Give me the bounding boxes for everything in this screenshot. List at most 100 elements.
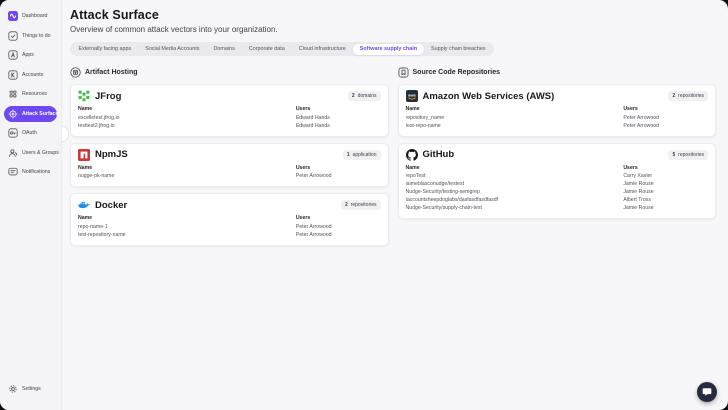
count-badge: 2 repositories <box>668 91 708 101</box>
row-name: repository_name <box>405 114 445 121</box>
column-header: Source Code Repositories <box>398 67 717 78</box>
column-title: Artifact Hosting <box>85 69 138 76</box>
row-name: Nudge-Security/testing-semgrep <box>405 189 480 196</box>
table-row: test-repository-name Peter Arrowood <box>78 231 381 239</box>
tab-cloud-infrastructure[interactable]: Cloud infrastructure <box>298 46 346 52</box>
row-user: Jamie Rouse <box>623 181 654 188</box>
github-icon <box>405 148 418 161</box>
vendor-name: NpmJS <box>95 149 128 161</box>
jfrog-icon <box>78 90 90 102</box>
oauth-icon <box>8 128 18 138</box>
svg-text:aws: aws <box>408 92 416 97</box>
name-column-header: Name <box>405 164 420 171</box>
card-table: Name Users repoTest Carry Xavier jaimebl… <box>406 165 709 213</box>
tab-corporate-data[interactable]: Corporate data <box>248 46 285 52</box>
row-user: Peter Arrowood <box>295 173 332 180</box>
users-column-header: Users <box>295 215 311 222</box>
tab-externally-facing-apps[interactable]: Externally facing apps <box>78 46 132 52</box>
vendor-name: Docker <box>95 199 128 211</box>
table-row: repoTest Carry Xavier <box>406 172 709 180</box>
sidebar-item-settings[interactable]: Settings <box>4 381 57 397</box>
card-list: JFrog 2 domains Name Users excelletest.j… <box>70 84 389 246</box>
users-column-header: Users <box>623 164 638 171</box>
aws-icon: aws <box>405 90 418 102</box>
card-table: Name Users repository_name Peter Arrowoo… <box>406 106 709 130</box>
card-header: JFrog 2 domains <box>78 90 381 102</box>
card-amazon-web-services-aws[interactable]: aws Amazon Web Services (AWS) 2 reposito… <box>397 84 716 137</box>
name-column-header: Name <box>78 215 93 222</box>
card-header: GitHub 5 repositories <box>405 148 708 161</box>
row-name: testtest2.jfrog.io <box>78 122 115 129</box>
table-row: Nudge-Security/testing-semgrep Jamie Rou… <box>406 188 709 196</box>
name-column-header: Name <box>405 106 420 112</box>
row-name: taccountsheepdoglabs/dasfasdfasdfasdf <box>405 197 499 204</box>
main-content: Attack Surface Overview of common attack… <box>62 0 728 410</box>
sidebar-nav: Dashboard Things to do Apps Accounts Res… <box>4 8 59 184</box>
docker-icon <box>78 199 90 211</box>
sidebar-footer: Settings <box>4 381 57 401</box>
sidebar-item-notifications[interactable]: Notifications <box>4 164 57 180</box>
table-row: repository_name Peter Arrowood <box>406 114 709 122</box>
card-table: Name Users excelletest.jfrog.io Edward H… <box>78 106 381 130</box>
table-row: jaimeblasconudge/testest Jamie Rouse <box>406 180 709 188</box>
table-row: taccountsheepdoglabs/dasfasdfasdfasdf Al… <box>406 196 709 204</box>
sidebar-item-users-groups[interactable]: Users & Groups <box>4 145 59 161</box>
card-npmjs[interactable]: NpmJS 1 application Name Users nugge-pk-… <box>70 142 389 188</box>
sidebar-item-dashboard[interactable]: Dashboard <box>4 8 57 24</box>
chat-bubble-icon <box>702 387 712 397</box>
sidebar-item-things-to-do[interactable]: Things to do <box>4 28 57 44</box>
tab-social-media-accounts[interactable]: Social Media Accounts <box>145 46 200 52</box>
tab-supply-chain-breaches[interactable]: Supply chain breaches <box>431 46 486 52</box>
users-column-header: Users <box>295 164 311 171</box>
sidebar-item-oauth[interactable]: OAuth <box>4 125 57 141</box>
row-user: Jamie Rouse <box>623 205 654 212</box>
row-user: Peter Arrowood <box>623 114 660 121</box>
source-code-repositories-icon <box>398 67 409 78</box>
table-header-row: Name Users <box>78 106 381 114</box>
row-user: Albert Tross <box>623 197 651 204</box>
row-user: Carry Xavier <box>623 173 653 180</box>
nudge-logo-icon <box>8 11 18 21</box>
sidebar-item-apps[interactable]: Apps <box>4 47 57 63</box>
row-name: test-repo-name <box>405 122 441 129</box>
count-badge: 5 repositories <box>668 149 708 160</box>
artifact-hosting-icon <box>70 67 81 78</box>
name-column-header: Name <box>78 106 93 112</box>
table-header-row: Name Users <box>406 165 709 173</box>
resources-icon <box>8 89 18 99</box>
chat-launcher-button[interactable] <box>697 382 717 402</box>
card-header: aws Amazon Web Services (AWS) 2 reposito… <box>405 90 708 102</box>
vendor-name: Amazon Web Services (AWS) <box>422 90 555 102</box>
row-user: Jamie Rouse <box>623 189 654 196</box>
column-title: Source Code Repositories <box>412 69 501 76</box>
sidebar-item-accounts[interactable]: Accounts <box>4 67 57 83</box>
card-header: Docker 2 repositories <box>78 199 381 211</box>
table-row: Nudge-Security/supply-chain-test Jamie R… <box>406 204 709 212</box>
npm-icon <box>78 148 90 161</box>
tab-domains[interactable]: Domains <box>213 46 235 52</box>
row-user: Edward Hands <box>295 122 330 129</box>
row-name: nugge-pk-name <box>78 173 115 180</box>
column-header: Artifact Hosting <box>70 67 389 78</box>
tab-bar: Externally facing apps Social Media Accou… <box>70 42 495 56</box>
column-artifact-hosting: Artifact Hosting JFrog 2 domains Name Us… <box>70 67 389 246</box>
sidebar-item-attack-surface[interactable]: Attack Surface <box>4 105 58 122</box>
card-docker[interactable]: Docker 2 repositories Name Users repo-na… <box>70 193 389 246</box>
tab-software-supply-chain[interactable]: Software supply chain <box>352 43 425 55</box>
table-header-row: Name Users <box>78 215 381 223</box>
card-jfrog[interactable]: JFrog 2 domains Name Users excelletest.j… <box>70 84 389 137</box>
table-row: repo-name-1 Peter Arrowood <box>78 223 381 231</box>
card-list: aws Amazon Web Services (AWS) 2 reposito… <box>397 84 716 220</box>
card-table: Name Users nugge-pk-name Peter Arrowood <box>78 165 381 181</box>
row-name: repoTest <box>405 173 426 180</box>
card-table: Name Users repo-name-1 Peter Arrowood te… <box>78 215 381 239</box>
sidebar-item-resources[interactable]: Resources <box>4 86 57 102</box>
count-badge: 1 application <box>342 149 381 160</box>
things-to-do-icon <box>8 30 18 41</box>
attack-surface-icon <box>8 109 18 119</box>
name-column-header: Name <box>78 164 93 171</box>
users-groups-icon <box>8 148 18 158</box>
table-row: nugge-pk-name Peter Arrowood <box>78 172 381 180</box>
card-github[interactable]: GitHub 5 repositories Name Users repoTes… <box>397 142 716 220</box>
table-row: testtest2.jfrog.io Edward Hands <box>78 122 381 130</box>
